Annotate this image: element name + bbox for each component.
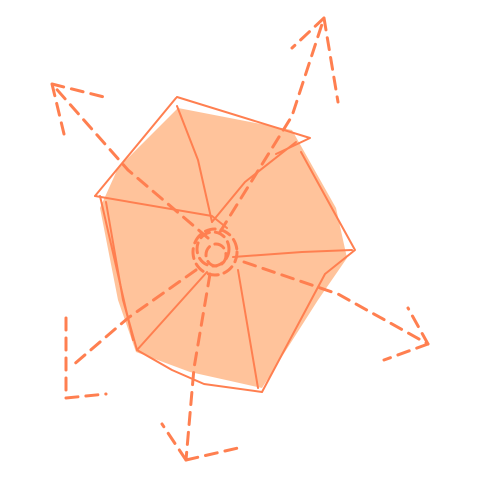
spoke-upper-left xyxy=(50,82,210,240)
canopy-outline xyxy=(94,96,356,393)
hub-scribble xyxy=(191,227,239,277)
arrowhead-upper-right xyxy=(290,16,340,104)
arrowhead-lower-left xyxy=(64,316,108,400)
spoke-lower xyxy=(184,272,212,462)
spoke-right xyxy=(242,260,430,346)
arrowhead-lower xyxy=(160,422,240,462)
arrowhead-right xyxy=(382,306,430,362)
arrowhead-upper-left xyxy=(50,82,110,136)
spoke-upper-right xyxy=(218,16,326,234)
spoke-lower-left xyxy=(70,268,198,368)
dashed-spokes xyxy=(50,16,430,462)
